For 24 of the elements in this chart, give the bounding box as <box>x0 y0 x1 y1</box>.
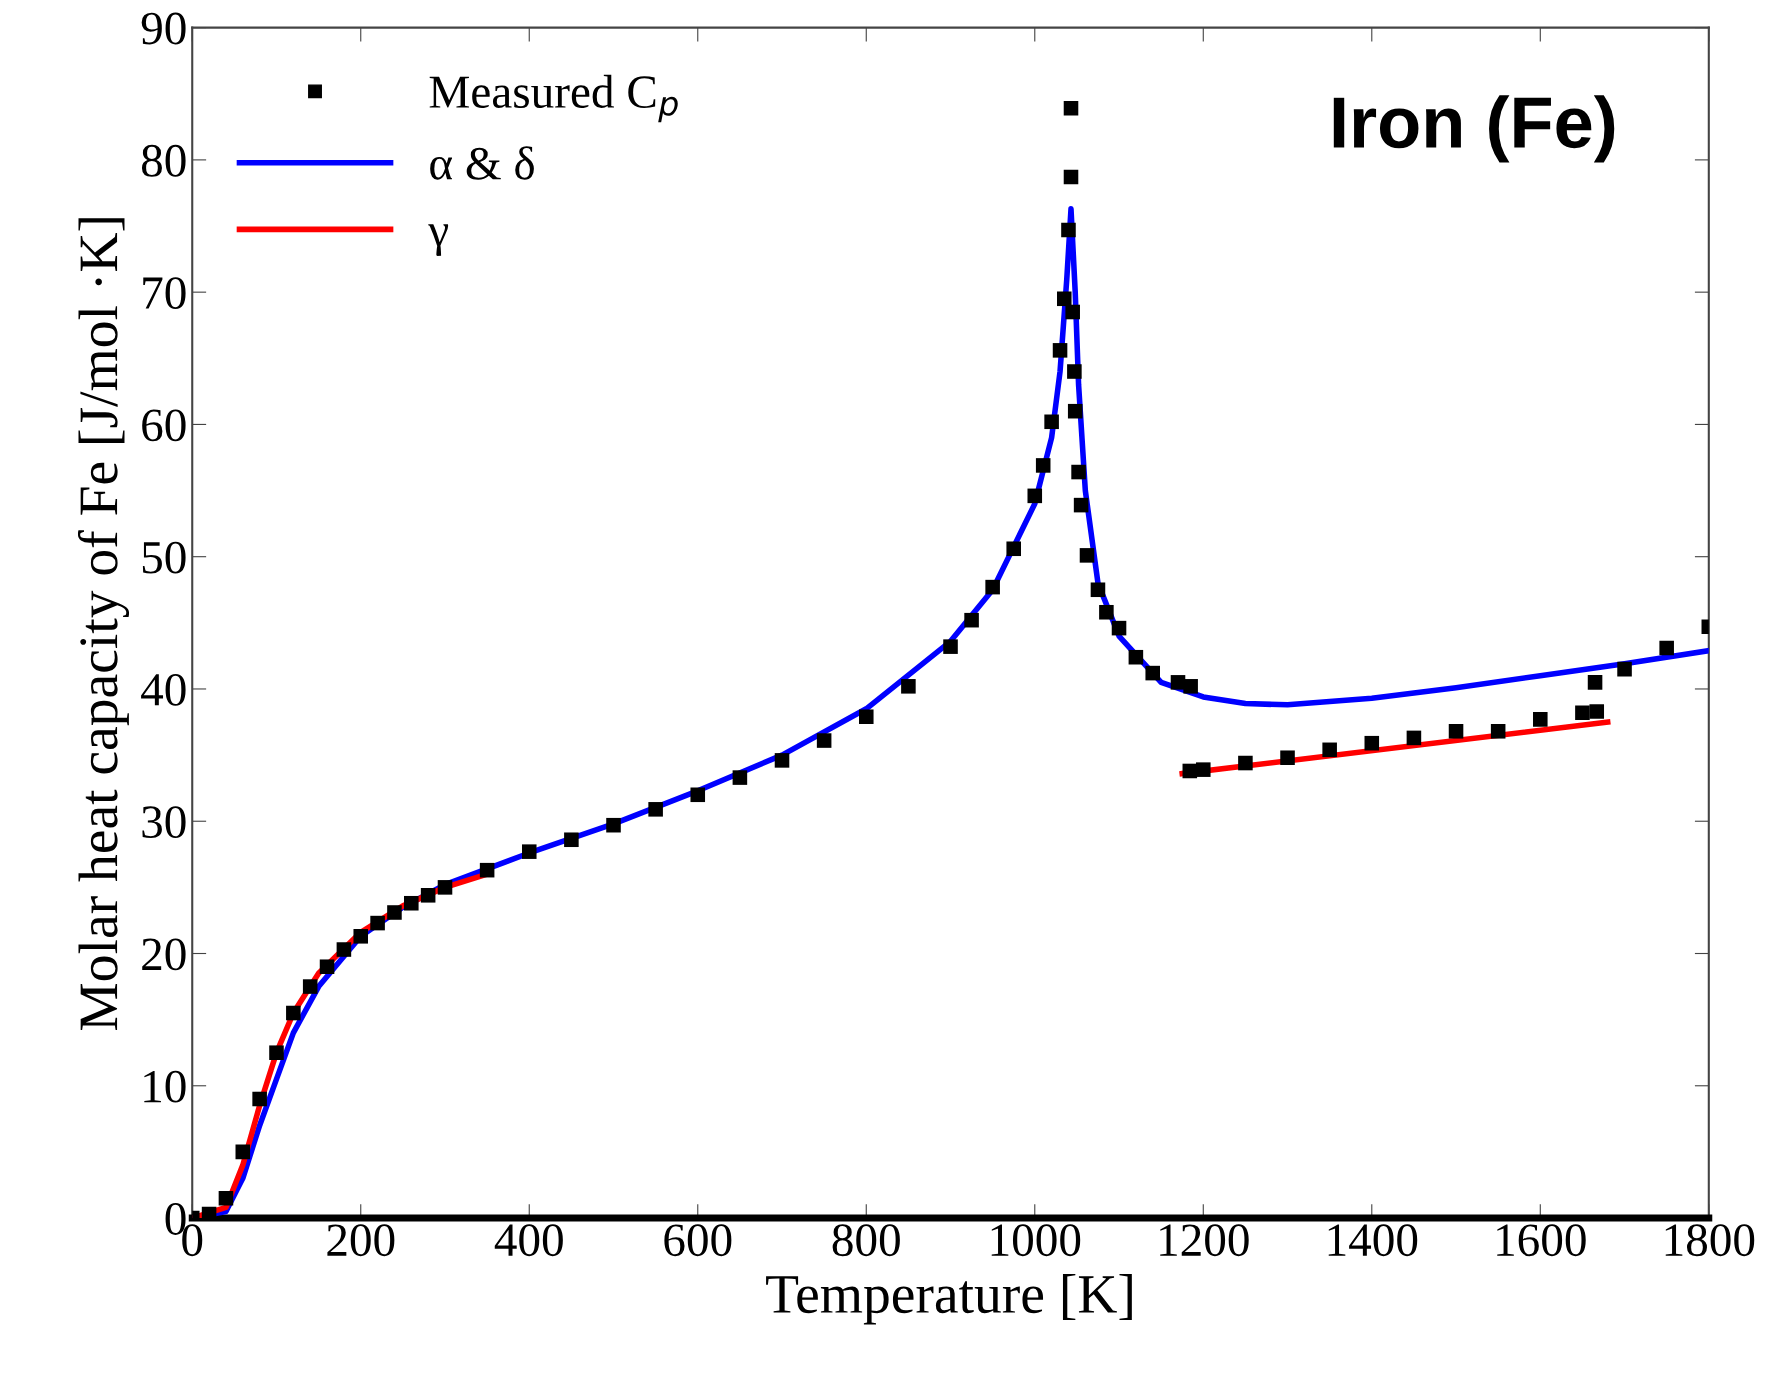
x-tick-label: 1400 <box>1328 1224 1418 1257</box>
y-tick-label: 70 <box>143 277 186 310</box>
legend-label: α & δ <box>430 146 534 180</box>
x-axis-title: Temperature [K] <box>766 1274 1132 1325</box>
legend-label: γ <box>428 224 449 256</box>
x-tick-label: 800 <box>832 1224 900 1257</box>
legend-label: Measured C$_{p}$ <box>429 74 678 123</box>
y-tick-label: 80 <box>141 144 186 177</box>
y-tick-label: 60 <box>142 409 186 442</box>
x-tick-label: 1000 <box>991 1224 1081 1257</box>
x-tick-label: 200 <box>327 1224 395 1257</box>
x-tick-label: 1800 <box>1665 1224 1755 1257</box>
y-axis-title: Molar heat capacity of Fe [J/mol ·K] <box>77 218 130 1031</box>
y-tick-label: 30 <box>142 806 186 839</box>
y-tick-label: 90 <box>141 12 186 45</box>
y-tick-label: 40 <box>141 673 186 706</box>
x-tick-label: 1200 <box>1160 1224 1249 1257</box>
x-tick-label: 400 <box>494 1224 563 1257</box>
y-tick-label: 20 <box>142 938 186 971</box>
x-tick-label: 600 <box>664 1224 732 1257</box>
annotation: Iron (Fe) <box>1333 95 1615 163</box>
y-tick-label: 10 <box>144 1070 186 1103</box>
x-tick-label: 1600 <box>1497 1224 1586 1257</box>
y-tick-label: 50 <box>142 541 186 574</box>
